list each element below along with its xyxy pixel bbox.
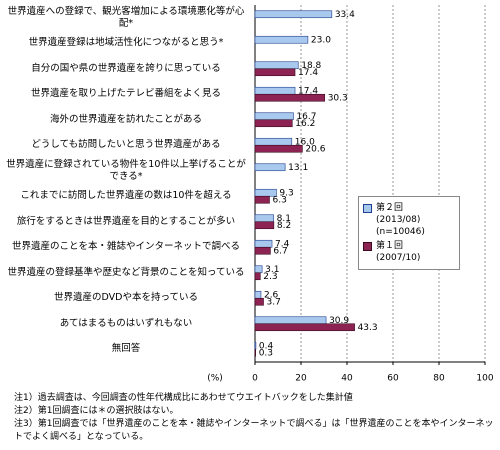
bar xyxy=(254,214,274,223)
bar xyxy=(254,163,286,172)
value-label: 0.4 xyxy=(259,341,274,351)
value-label: 30.9 xyxy=(329,316,349,326)
value-label: 17.4 xyxy=(298,68,318,78)
value-label: 3.7 xyxy=(267,297,281,307)
legend-label: 第１回 (2007/10) xyxy=(376,241,421,263)
value-label: 9.3 xyxy=(279,188,293,198)
value-label: 16.2 xyxy=(295,119,315,129)
bar xyxy=(254,68,296,77)
legend-label: 第２回 (2013/08) (n=10046) xyxy=(376,203,425,237)
category-label: 世界遺産登録は地域活性化につながると思う* xyxy=(28,37,224,49)
bar xyxy=(254,341,257,350)
value-label: 43.3 xyxy=(358,323,378,333)
x-tick-label: 80 xyxy=(433,374,445,384)
category-label: どうしても訪問したいと思う世界遺産がある xyxy=(31,139,221,151)
legend-swatch xyxy=(363,242,372,251)
bar xyxy=(254,348,256,357)
plot: 0 20 40 60 80 100(%)33.423.018.817.417.430.31… xyxy=(207,5,494,384)
notes: 注1）過去調査は、今回調査の性年代構成比にあわせてウエイトバックをした集計値 注2… xyxy=(14,392,494,444)
category-label: 世界遺産のことを本・雑誌やインターネットで調べる xyxy=(11,241,240,253)
value-label: 23.0 xyxy=(311,35,331,45)
value-label: 13.1 xyxy=(288,163,308,173)
bar xyxy=(254,10,333,19)
bar xyxy=(254,93,325,102)
value-label: 3.1 xyxy=(265,265,279,275)
legend: 第２回 (2013/08) (n=10046) 第１回 (2007/10) xyxy=(358,196,460,270)
legend-entry: 第１回 (2007/10) xyxy=(363,240,455,264)
bar xyxy=(254,265,263,274)
value-label: 20.6 xyxy=(305,144,325,154)
note: 注1）過去調査は、今回調査の性年代構成比にあわせてウエイトバックをした集計値 xyxy=(14,393,353,403)
category-label: 世界遺産に登録されている物件を10件以上挙げることができる* xyxy=(6,158,246,182)
bar xyxy=(254,323,355,332)
value-label: 8.2 xyxy=(277,221,291,231)
bar xyxy=(254,239,273,248)
category-label: 世界遺産への登録で、観光客増加による環境悪化等が心配* xyxy=(7,5,245,29)
note: 注3）第1回調査では「世界遺産のことを本・雑誌やインターネットで調べる」は「世界… xyxy=(14,419,494,442)
category-label: 世界遺産の登録基準や歴史など背景のことを知っている xyxy=(7,266,245,278)
bar xyxy=(254,137,293,146)
category-label: 自分の国や県の世界遺産を誇りに思っている xyxy=(31,62,221,74)
bar xyxy=(254,119,293,128)
bar xyxy=(254,144,303,153)
category-label: 海外の世界遺産を訪れたことがある xyxy=(49,113,202,125)
bar xyxy=(254,316,327,325)
value-label: 16.0 xyxy=(295,137,315,147)
bar xyxy=(254,246,271,255)
x-tick-label: 20 xyxy=(295,374,307,384)
value-label: 6.3 xyxy=(272,195,286,205)
category-label: 世界遺産のDVDや本を持っている xyxy=(54,292,198,304)
category-label: これまでに訪問した世界遺産の数は10件を超える xyxy=(20,190,232,202)
value-label: 18.8 xyxy=(301,61,321,71)
bar xyxy=(254,61,299,70)
x-axis-label: (%) xyxy=(207,374,223,384)
value-label: 7.4 xyxy=(275,239,290,249)
value-label: 8.1 xyxy=(277,214,291,224)
bar xyxy=(254,112,294,121)
note: 注2）第1回調査には＊の選択肢はない。 xyxy=(14,406,179,416)
category-label: あてはまるものはいずれもない xyxy=(59,317,193,329)
x-tick-label: 0 xyxy=(252,374,258,384)
category-label: 無回答 xyxy=(111,343,141,355)
bar xyxy=(254,290,262,299)
value-label: 0.3 xyxy=(259,348,273,358)
x-tick-label: 60 xyxy=(387,374,399,384)
bar xyxy=(254,35,309,44)
value-label: 6.7 xyxy=(273,246,287,256)
bar xyxy=(254,272,261,281)
value-label: 2.3 xyxy=(263,272,277,282)
value-label: 17.4 xyxy=(298,86,318,96)
bar xyxy=(254,297,264,306)
bar xyxy=(254,195,270,204)
legend-entry: 第２回 (2013/08) (n=10046) xyxy=(363,202,455,238)
category-label: 旅行をするときは世界遺産を目的とすることが多い xyxy=(16,215,236,227)
x-tick-label: 100 xyxy=(476,374,493,384)
value-label: 2.6 xyxy=(264,290,279,300)
value-label: 33.4 xyxy=(335,10,355,20)
category-label: 世界遺産を取り上げたテレビ番組をよく見る xyxy=(30,88,221,100)
legend-swatch xyxy=(363,204,372,213)
value-label: 30.3 xyxy=(328,93,348,103)
bar xyxy=(254,86,296,95)
bar xyxy=(254,221,275,230)
x-tick-label: 40 xyxy=(341,374,353,384)
value-label: 16.7 xyxy=(296,112,316,122)
